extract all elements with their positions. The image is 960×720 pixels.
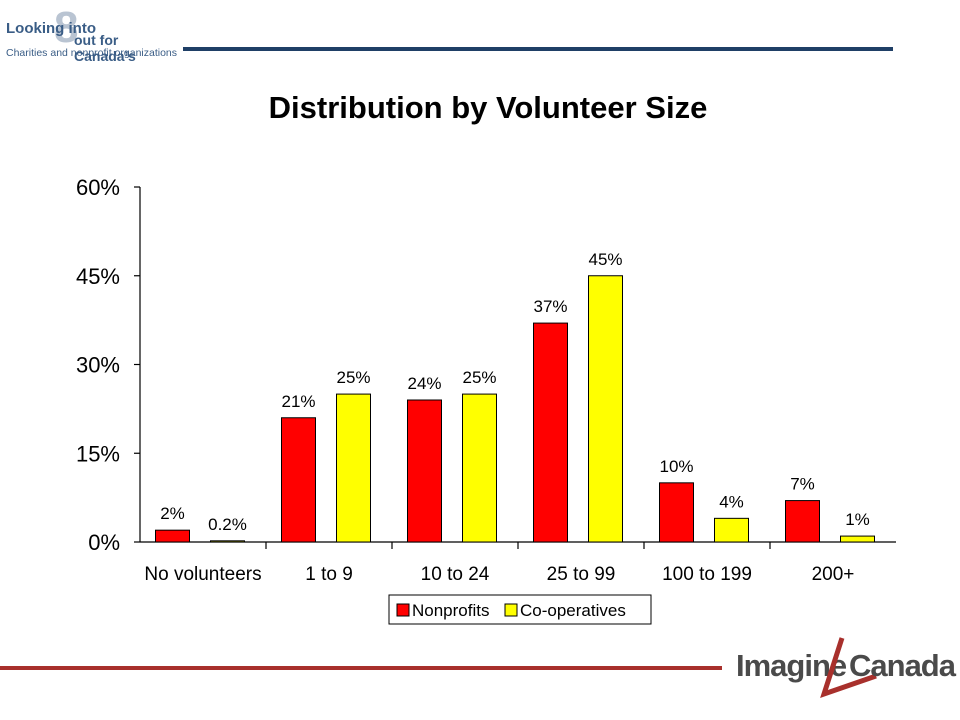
x-tick-label: 1 to 9	[305, 564, 353, 585]
data-label: 1%	[845, 510, 870, 529]
bar-co-operatives	[210, 540, 245, 543]
y-tick-label: 15%	[76, 441, 120, 466]
data-label: 0.2%	[208, 515, 247, 534]
bar-nonprofits	[281, 417, 316, 543]
x-tick-label: No volunteers	[144, 564, 261, 585]
bar-co-operatives	[714, 517, 749, 543]
x-tick-label: 25 to 99	[547, 564, 616, 585]
x-tick-label: 10 to 24	[421, 564, 490, 585]
bar-nonprofits	[659, 482, 694, 543]
bar-co-operatives	[336, 393, 371, 543]
logo-line-3: Charities and nonprofit organizations	[6, 47, 178, 59]
legend-label-nonprofits: Nonprofits	[412, 601, 489, 620]
data-label: 24%	[407, 374, 441, 393]
x-tick-label: 100 to 199	[662, 564, 752, 585]
brand-chevron-icon	[820, 637, 877, 698]
x-tick-label: 200+	[812, 564, 855, 585]
bar-nonprofits	[533, 322, 568, 543]
y-tick-label: 30%	[76, 353, 120, 378]
data-label: 10%	[659, 457, 693, 476]
y-tick-label: 45%	[76, 264, 120, 289]
y-tick-label: 0%	[88, 530, 120, 555]
data-label: 21%	[281, 392, 315, 411]
data-label: 4%	[719, 492, 744, 511]
data-label: 37%	[533, 297, 567, 316]
legend-swatch-nonprofits	[396, 603, 410, 617]
bar-co-operatives	[840, 535, 875, 543]
data-label: 2%	[160, 504, 185, 523]
legend-label-co-operatives: Co-operatives	[520, 601, 626, 620]
bar-nonprofits	[155, 529, 190, 543]
bar-nonprofits	[407, 399, 442, 543]
logo-line-2: out for Canada’s	[74, 32, 136, 64]
bottom-rule	[0, 666, 722, 670]
data-label: 45%	[588, 250, 622, 269]
legend-swatch-co-operatives	[504, 603, 518, 617]
logo-numeral: 8	[54, 3, 79, 52]
data-label: 25%	[462, 368, 496, 387]
logo-line-1: Looking into	[6, 20, 96, 37]
top-rule	[183, 47, 893, 51]
bar-co-operatives	[462, 393, 497, 543]
legend-box	[388, 594, 652, 625]
data-label: 25%	[336, 368, 370, 387]
imagine-canada-logo: Imagine Canada	[736, 636, 956, 698]
chart-title: Distribution by Volunteer Size	[268, 90, 708, 125]
data-label: 7%	[790, 475, 815, 494]
bar-nonprofits	[785, 500, 820, 543]
bar-co-operatives	[588, 275, 623, 543]
y-tick-label: 60%	[76, 175, 120, 200]
brand-word-canada: Canada	[849, 648, 956, 683]
looking-into-logo: 8 Looking into out for Canada’s Charitie…	[6, 6, 181, 66]
